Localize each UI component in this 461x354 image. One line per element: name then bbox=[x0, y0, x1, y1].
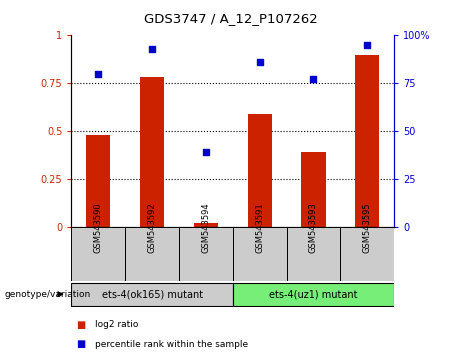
Point bbox=[256, 59, 263, 65]
FancyBboxPatch shape bbox=[71, 227, 125, 281]
FancyBboxPatch shape bbox=[179, 227, 233, 281]
Text: log2 ratio: log2 ratio bbox=[95, 320, 138, 329]
Point bbox=[95, 71, 102, 76]
Point bbox=[310, 76, 317, 82]
FancyBboxPatch shape bbox=[125, 227, 179, 281]
Text: ■: ■ bbox=[76, 320, 85, 330]
FancyBboxPatch shape bbox=[287, 227, 340, 281]
Text: percentile rank within the sample: percentile rank within the sample bbox=[95, 339, 248, 349]
FancyBboxPatch shape bbox=[340, 227, 394, 281]
Bar bbox=[194, 223, 218, 227]
Text: GSM543592: GSM543592 bbox=[148, 202, 157, 253]
Point bbox=[202, 149, 210, 155]
Bar bbox=[140, 78, 164, 227]
Point bbox=[148, 46, 156, 52]
Text: GDS3747 / A_12_P107262: GDS3747 / A_12_P107262 bbox=[144, 12, 317, 25]
Text: ets-4(uz1) mutant: ets-4(uz1) mutant bbox=[269, 289, 358, 299]
Text: GSM543590: GSM543590 bbox=[94, 202, 103, 253]
Text: GSM543593: GSM543593 bbox=[309, 202, 318, 253]
Text: genotype/variation: genotype/variation bbox=[5, 290, 91, 299]
Bar bbox=[301, 152, 325, 227]
Text: GSM543594: GSM543594 bbox=[201, 202, 210, 253]
Bar bbox=[248, 114, 272, 227]
Bar bbox=[355, 55, 379, 227]
Text: ■: ■ bbox=[76, 339, 85, 349]
Bar bbox=[86, 135, 111, 227]
FancyBboxPatch shape bbox=[233, 283, 394, 306]
Text: GSM543591: GSM543591 bbox=[255, 202, 264, 253]
Text: ets-4(ok165) mutant: ets-4(ok165) mutant bbox=[101, 289, 203, 299]
Point bbox=[364, 42, 371, 48]
FancyBboxPatch shape bbox=[233, 227, 287, 281]
Text: GSM543595: GSM543595 bbox=[363, 202, 372, 253]
FancyBboxPatch shape bbox=[71, 283, 233, 306]
